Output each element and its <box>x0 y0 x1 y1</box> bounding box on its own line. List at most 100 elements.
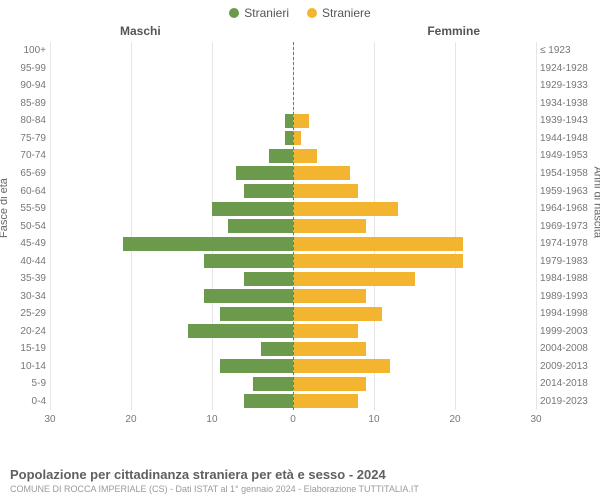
bar-male <box>204 289 293 303</box>
center-axis-line <box>293 42 294 410</box>
birth-year-label: 1989-1993 <box>540 287 600 305</box>
bar-female <box>293 307 382 321</box>
chart-footer: Popolazione per cittadinanza straniera p… <box>10 467 590 494</box>
bar-male <box>261 342 293 356</box>
bar-female <box>293 272 415 286</box>
bar-male <box>253 377 293 391</box>
birth-year-label: 1944-1948 <box>540 130 600 148</box>
birth-year-label: 2019-2023 <box>540 393 600 411</box>
birth-year-label: ≤ 1923 <box>540 42 600 60</box>
age-band-label: 35-39 <box>0 270 46 288</box>
legend-label-male: Stranieri <box>244 6 289 20</box>
x-tick-label: 20 <box>125 414 136 425</box>
birth-year-label: 1979-1983 <box>540 252 600 270</box>
bar-female <box>293 289 366 303</box>
age-band-label: 45-49 <box>0 235 46 253</box>
bar-male <box>220 307 293 321</box>
x-tick-label: 10 <box>368 414 379 425</box>
age-band-label: 55-59 <box>0 200 46 218</box>
birth-year-label: 1994-1998 <box>540 305 600 323</box>
bar-female <box>293 219 366 233</box>
age-band-label: 85-89 <box>0 95 46 113</box>
bar-female <box>293 237 463 251</box>
bar-female <box>293 359 390 373</box>
bar-female <box>293 202 398 216</box>
bar-female <box>293 324 358 338</box>
bar-male <box>285 114 293 128</box>
female-column-label: Femmine <box>427 24 480 38</box>
x-tick-label: 30 <box>530 414 541 425</box>
age-band-label: 50-54 <box>0 217 46 235</box>
age-band-label: 65-69 <box>0 165 46 183</box>
age-band-label: 30-34 <box>0 287 46 305</box>
age-band-label: 80-84 <box>0 112 46 130</box>
birth-year-label: 1949-1953 <box>540 147 600 165</box>
bar-female <box>293 394 358 408</box>
age-band-label: 75-79 <box>0 130 46 148</box>
birth-year-label: 1964-1968 <box>540 200 600 218</box>
birth-year-label: 1969-1973 <box>540 217 600 235</box>
birth-year-label: 1959-1963 <box>540 182 600 200</box>
birth-year-label: 2014-2018 <box>540 375 600 393</box>
legend-swatch-female <box>307 8 317 18</box>
age-band-label: 5-9 <box>0 375 46 393</box>
bar-male <box>244 184 293 198</box>
bar-male <box>244 394 293 408</box>
age-band-label: 20-24 <box>0 323 46 341</box>
age-band-label: 60-64 <box>0 182 46 200</box>
chart-subtitle: COMUNE DI ROCCA IMPERIALE (CS) - Dati IS… <box>10 484 590 494</box>
age-band-label: 0-4 <box>0 393 46 411</box>
bar-male <box>123 237 293 251</box>
x-axis-ticks: 3020100102030 <box>50 414 536 428</box>
age-band-label: 70-74 <box>0 147 46 165</box>
age-band-label: 100+ <box>0 42 46 60</box>
age-band-label: 15-19 <box>0 340 46 358</box>
birth-year-label: 1924-1928 <box>540 60 600 78</box>
bar-female <box>293 184 358 198</box>
grid-line <box>536 42 537 410</box>
male-column-label: Maschi <box>120 24 161 38</box>
y-axis-right-labels: ≤ 19231924-19281929-19331934-19381939-19… <box>536 42 600 410</box>
age-band-label: 40-44 <box>0 252 46 270</box>
bar-female <box>293 131 301 145</box>
bar-male <box>236 166 293 180</box>
age-band-label: 95-99 <box>0 60 46 78</box>
birth-year-label: 2009-2013 <box>540 358 600 376</box>
bar-male <box>204 254 293 268</box>
x-tick-label: 30 <box>44 414 55 425</box>
bar-female <box>293 377 366 391</box>
legend-item-male: Stranieri <box>229 6 289 20</box>
age-band-label: 10-14 <box>0 358 46 376</box>
legend: Stranieri Straniere <box>0 0 600 20</box>
age-band-label: 25-29 <box>0 305 46 323</box>
legend-item-female: Straniere <box>307 6 371 20</box>
bar-female <box>293 342 366 356</box>
bar-male <box>212 202 293 216</box>
bar-male <box>244 272 293 286</box>
legend-label-female: Straniere <box>322 6 371 20</box>
birth-year-label: 1984-1988 <box>540 270 600 288</box>
bar-female <box>293 149 317 163</box>
bar-male <box>285 131 293 145</box>
x-tick-label: 0 <box>290 414 296 425</box>
bar-male <box>269 149 293 163</box>
bar-female <box>293 166 350 180</box>
bar-female <box>293 254 463 268</box>
bar-male <box>228 219 293 233</box>
birth-year-label: 1939-1943 <box>540 112 600 130</box>
x-tick-label: 10 <box>206 414 217 425</box>
birth-year-label: 2004-2008 <box>540 340 600 358</box>
y-axis-left-labels: 100+95-9990-9485-8980-8475-7970-7465-696… <box>0 42 50 410</box>
bar-female <box>293 114 309 128</box>
population-pyramid: Fasce di età Anni di nascita 100+95-9990… <box>0 38 600 438</box>
bar-male <box>220 359 293 373</box>
chart-title: Popolazione per cittadinanza straniera p… <box>10 467 590 482</box>
age-band-label: 90-94 <box>0 77 46 95</box>
birth-year-label: 1974-1978 <box>540 235 600 253</box>
legend-swatch-male <box>229 8 239 18</box>
birth-year-label: 1954-1958 <box>540 165 600 183</box>
gender-labels: Maschi Femmine <box>0 20 600 38</box>
x-tick-label: 20 <box>449 414 460 425</box>
plot-area <box>50 42 536 410</box>
birth-year-label: 1929-1933 <box>540 77 600 95</box>
